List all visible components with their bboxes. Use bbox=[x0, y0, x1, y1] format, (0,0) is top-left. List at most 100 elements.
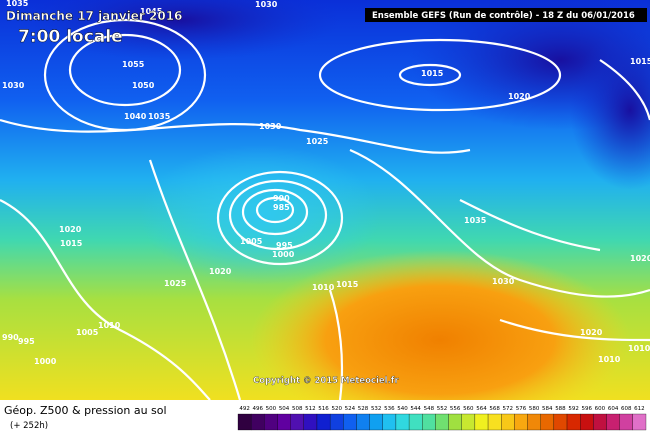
isobar-label: 1010 bbox=[312, 283, 335, 292]
colorbar-cell bbox=[277, 413, 291, 431]
colorbar-label: 580 bbox=[529, 406, 540, 412]
isobar-label: 1015 bbox=[421, 69, 444, 78]
colorbar-cell bbox=[606, 413, 620, 431]
colorbar-cell bbox=[251, 413, 265, 431]
colorbar-cell bbox=[395, 413, 410, 431]
date: Dimanche 17 janvier 2016 bbox=[6, 9, 182, 23]
colorbar-cell bbox=[527, 413, 541, 431]
colorbar-cell bbox=[566, 413, 581, 431]
isobar-label: 1010 bbox=[598, 355, 621, 364]
run-info: Ensemble GEFS (Run de contrôle) - 18 Z d… bbox=[372, 10, 635, 21]
isobar-label: 995 bbox=[276, 241, 293, 250]
colorbar-label: 528 bbox=[358, 406, 369, 412]
isobar-label: 1035 bbox=[464, 216, 487, 225]
colorbar-label: 596 bbox=[582, 406, 593, 412]
colorbar-cell bbox=[316, 413, 331, 431]
colorbar-label: 540 bbox=[397, 406, 408, 412]
colorbar-cell bbox=[422, 413, 436, 431]
run-box bbox=[365, 8, 647, 22]
colorbar-label: 560 bbox=[463, 406, 474, 412]
colorbar-label: 576 bbox=[516, 406, 527, 412]
colorbar-cell bbox=[553, 413, 568, 431]
colorbar-cell bbox=[514, 413, 528, 431]
colorbar-cell bbox=[382, 413, 397, 431]
colorbar-label: 512 bbox=[305, 406, 316, 412]
colorbar-cell bbox=[264, 413, 278, 431]
colorbar-cell bbox=[487, 413, 502, 431]
isobar-label: 1035 bbox=[6, 0, 29, 8]
colorbar-cell bbox=[448, 413, 462, 431]
colorbar-label: 552 bbox=[437, 406, 448, 412]
colorbar: 492 496 500 504 508 512 516 520 524 528 532 536 540 5… bbox=[237, 406, 647, 431]
isobar-label: 1020 bbox=[580, 328, 603, 337]
colorbar-cell bbox=[408, 413, 423, 431]
isobar-label: 1015 bbox=[336, 280, 359, 289]
isobar-label: 1035 bbox=[148, 112, 171, 121]
isobar-label: 1055 bbox=[122, 60, 145, 69]
colorbar-label: 496 bbox=[252, 406, 263, 412]
colorbar-label: 500 bbox=[266, 406, 277, 412]
colorbar-cell bbox=[356, 413, 370, 431]
colorbar-cell bbox=[329, 413, 344, 431]
isobar-label: 1010 bbox=[628, 344, 650, 353]
isobar-label: 1000 bbox=[272, 250, 295, 259]
isobar-label: 990 bbox=[2, 333, 19, 342]
isobar-label: 1025 bbox=[164, 279, 187, 288]
isobar-label: 990 bbox=[273, 194, 290, 203]
colorbar-cell bbox=[632, 413, 647, 431]
colorbar-cell bbox=[435, 413, 449, 431]
time: 7:00 locale bbox=[18, 27, 123, 47]
colorbar-label: 532 bbox=[371, 406, 382, 412]
isobar-label: 1020 bbox=[508, 92, 531, 101]
colorbar-label: 548 bbox=[424, 406, 435, 412]
isobar-label: 1000 bbox=[34, 357, 57, 366]
isobar-label: 1040 bbox=[124, 112, 147, 121]
colorbar-label: 536 bbox=[384, 406, 395, 412]
colorbar-label: 612 bbox=[634, 406, 645, 412]
colorbar-cell bbox=[303, 413, 318, 431]
colorbar-cell bbox=[580, 413, 594, 431]
colorbar-label: 508 bbox=[292, 406, 303, 412]
colorbar-cell bbox=[369, 413, 383, 431]
colorbar-label: 604 bbox=[608, 406, 619, 412]
isobar-label: 1030 bbox=[492, 277, 515, 286]
isobar-label: 1030 bbox=[2, 81, 25, 90]
isobar-label: 1010 bbox=[98, 321, 121, 330]
isobar-label: 1030 bbox=[255, 0, 278, 9]
colorbar-cell bbox=[540, 413, 555, 431]
colorbar-cell bbox=[237, 413, 252, 431]
colorbar-cell bbox=[501, 413, 515, 431]
isobar-label: 1045 bbox=[140, 7, 163, 16]
isobar-label: 1020 bbox=[630, 254, 650, 263]
colorbar-label: 600 bbox=[595, 406, 606, 412]
colorbar-cell bbox=[619, 413, 633, 431]
isobar-label: 1005 bbox=[240, 237, 263, 246]
colorbar-label: 516 bbox=[318, 406, 329, 412]
colorbar-label: 608 bbox=[621, 406, 632, 412]
colorbar-label: 520 bbox=[331, 406, 342, 412]
legend-title: Géop. Z500 & pression au sol bbox=[4, 404, 167, 417]
isobar-label: 1015 bbox=[630, 57, 650, 66]
isobar-label: 985 bbox=[273, 203, 290, 212]
colorbar-label: 556 bbox=[450, 406, 461, 412]
colorbar-label: 544 bbox=[410, 406, 421, 412]
colorbar-label: 492 bbox=[239, 406, 250, 412]
colorbar-label: 568 bbox=[489, 406, 500, 412]
isobar-label: 1020 bbox=[209, 267, 232, 276]
colorbar-cell bbox=[343, 413, 357, 431]
colorbar-label: 584 bbox=[542, 406, 553, 412]
colorbar-cell bbox=[461, 413, 476, 431]
lead-time: (+ 252h) bbox=[10, 421, 48, 431]
colorbar-label: 524 bbox=[345, 406, 356, 412]
colorbar-label: 592 bbox=[568, 406, 579, 412]
colorbar-cell bbox=[474, 413, 489, 431]
isobar-label: 1015 bbox=[60, 239, 83, 248]
copyright: Copyright © 2015 Meteociel.fr bbox=[253, 376, 399, 386]
colorbar-label: 588 bbox=[555, 406, 566, 412]
isobar-label: 995 bbox=[18, 337, 35, 346]
colorbar-label: 564 bbox=[476, 406, 487, 412]
colorbar-label: 504 bbox=[279, 406, 290, 412]
